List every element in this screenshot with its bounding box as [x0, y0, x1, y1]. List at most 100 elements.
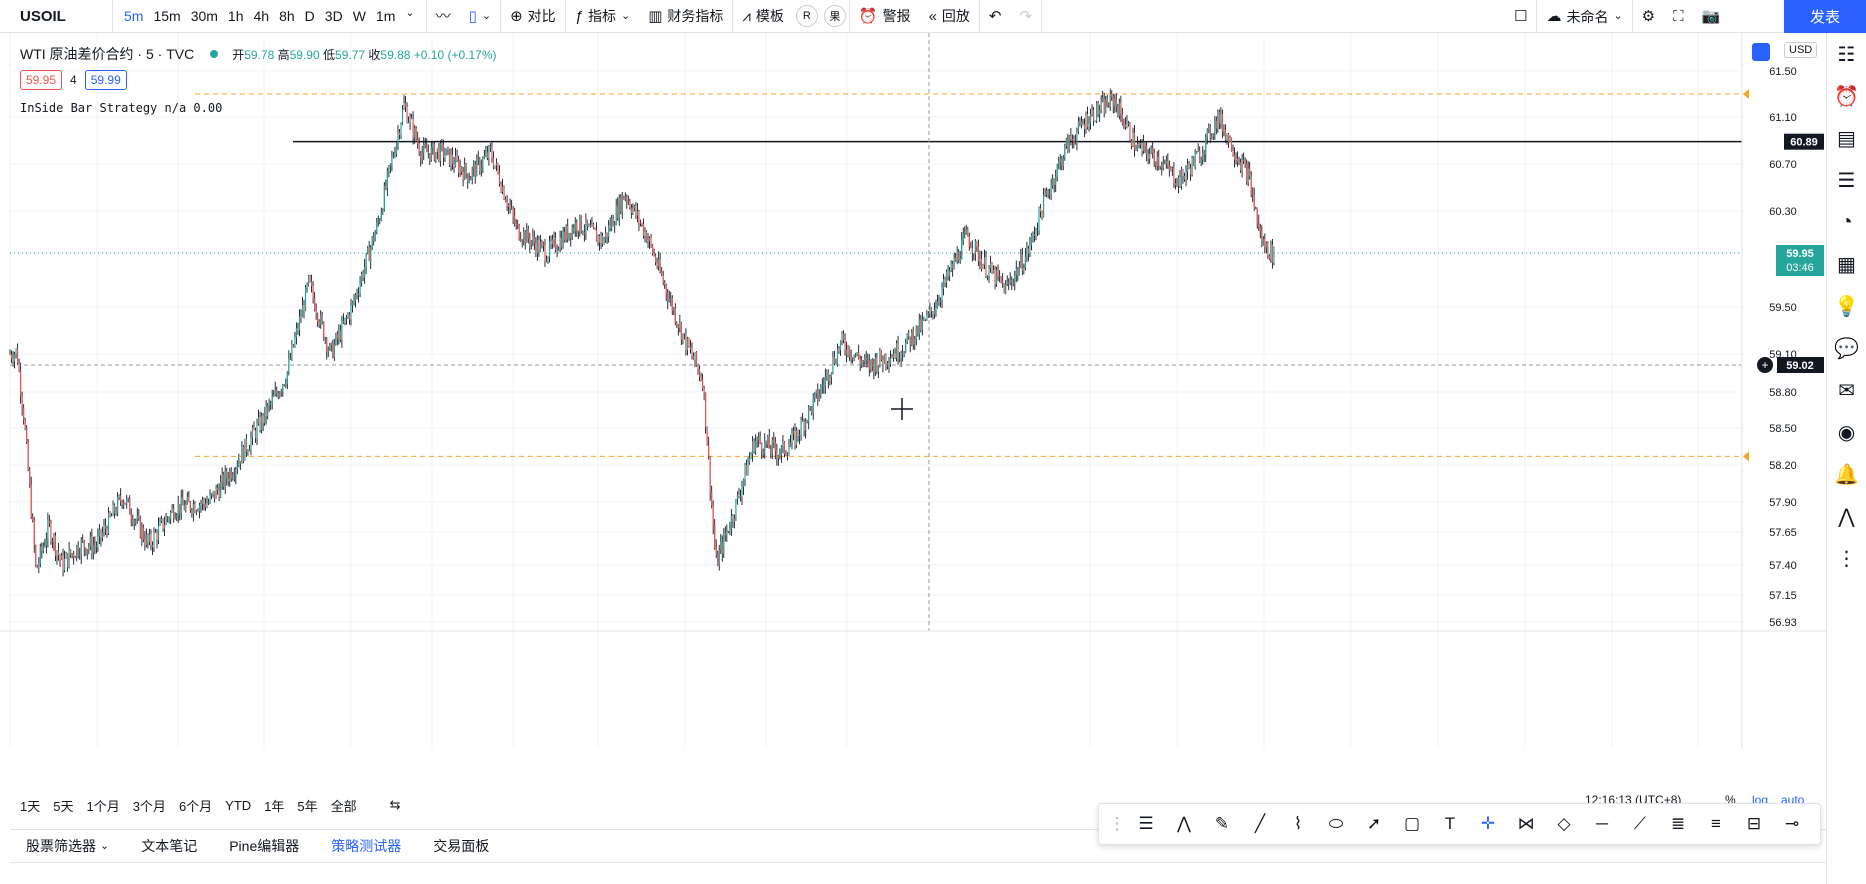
timeframe-1m[interactable]: 1m — [375, 8, 396, 24]
horizontal-line-tool-icon[interactable]: ─ — [1595, 814, 1609, 833]
add-alert-icon[interactable] — [1757, 357, 1773, 373]
guo-button[interactable]: 果 — [823, 5, 846, 27]
range-1d[interactable]: 1天 — [20, 798, 41, 814]
study-label[interactable]: InSide Bar Strategy n/a 0.00 — [20, 101, 223, 115]
timeframe-30m[interactable]: 30m — [190, 8, 218, 24]
candle-body — [39, 546, 41, 564]
streams-icon[interactable]: ◉ — [1837, 421, 1856, 444]
range-5d[interactable]: 5天 — [53, 798, 74, 814]
candle-body — [923, 318, 925, 320]
r-button[interactable]: R — [795, 5, 818, 27]
rectangle-tool-icon[interactable]: ▢ — [1403, 814, 1421, 833]
candle-body — [680, 323, 682, 341]
candle-body — [598, 235, 601, 243]
candle-body — [789, 442, 792, 448]
candle-chart-button[interactable]: ▯ ⌄ — [460, 0, 500, 33]
range-1m[interactable]: 1个月 — [86, 798, 120, 814]
range-1y[interactable]: 1年 — [264, 798, 285, 814]
drag-handle-icon[interactable]: ⋮ — [1108, 814, 1126, 833]
timeframe-d[interactable]: D — [304, 8, 315, 24]
symbol-search[interactable]: USOIL — [20, 7, 66, 25]
candle-body — [494, 165, 496, 168]
snapshot-button[interactable]: 📷 — [1693, 0, 1730, 33]
candle-body — [521, 240, 523, 242]
timeframe-w[interactable]: W — [352, 8, 366, 24]
undo-button[interactable]: ↶ — [980, 0, 1011, 33]
range-all[interactable]: 全部 — [330, 798, 357, 814]
fullscreen-button[interactable]: ⛶ — [1664, 0, 1693, 33]
polygon-tool-icon[interactable]: ◇ — [1557, 814, 1571, 833]
goto-date-icon[interactable]: ⇆ — [389, 797, 401, 812]
ask-price[interactable]: 59.99 — [84, 70, 127, 90]
brush-tool-icon[interactable]: ✎ — [1214, 814, 1230, 833]
chart-sync-badge[interactable] — [1752, 43, 1770, 61]
alarm-icon[interactable]: ⏰ — [1834, 85, 1859, 108]
tab-stock-screener[interactable]: 股票筛选器 ⌄ — [10, 829, 125, 863]
ellipse-tool-icon[interactable]: ⬭ — [1328, 814, 1344, 833]
range-ytd[interactable]: YTD — [225, 797, 252, 813]
timeframe-3d[interactable]: 3D — [324, 8, 343, 24]
trend-line-tool-icon[interactable]: ╱ — [1254, 814, 1266, 833]
chevron-down-icon[interactable]: ⌄ — [405, 7, 415, 19]
timeframe-5m[interactable]: 5m — [124, 8, 144, 24]
elliott-wave-tool-icon[interactable]: ⌇ — [1293, 814, 1303, 833]
candle-body — [1115, 99, 1117, 107]
replay-button[interactable]: «回放 — [920, 0, 979, 33]
calendar-icon[interactable]: ◔ — [1840, 210, 1853, 233]
crosshair-tool-icon[interactable]: ✛ — [1480, 814, 1496, 833]
order-panel-icon[interactable]: ⋀ — [1838, 505, 1855, 528]
candle-body — [1059, 158, 1061, 162]
price-tick-label: 58.80 — [1769, 387, 1797, 399]
news-icon[interactable]: ▤ — [1837, 127, 1856, 150]
redo-button[interactable]: ↷ — [1010, 0, 1041, 33]
fullscreen-layout-button[interactable]: ☐ — [1505, 0, 1536, 33]
candle-body — [989, 263, 992, 269]
pattern-tool-icon[interactable]: ⋈ — [1517, 814, 1535, 833]
financials-button[interactable]: ▥ 财务指标 — [639, 0, 732, 33]
alert-button[interactable]: ⏰ 警报 — [850, 0, 920, 33]
publish-button[interactable]: 发表 — [1784, 0, 1866, 33]
templates-button[interactable]: ⩘ 模板 — [733, 0, 792, 33]
candlestick-series[interactable] — [9, 88, 1275, 577]
tab-pine-editor[interactable]: Pine编辑器 — [229, 838, 300, 854]
currency-label[interactable]: USD — [1784, 42, 1818, 58]
timeframe-1h[interactable]: 1h — [227, 8, 244, 24]
percent-toggle[interactable]: % — [1725, 793, 1736, 807]
timeframe-15m[interactable]: 15m — [153, 8, 181, 24]
line-chart-button[interactable]: 〰 — [427, 0, 460, 33]
ideas-icon[interactable]: 💡 — [1834, 295, 1859, 318]
settings-button[interactable]: ⚙ — [1633, 0, 1664, 33]
candle-body — [570, 233, 572, 239]
range-3m[interactable]: 3个月 — [132, 798, 166, 814]
fib-tool-icon[interactable]: ≣ — [1670, 814, 1686, 833]
ray-tool-icon[interactable]: ⟋ — [1634, 814, 1646, 833]
timeframe-8h[interactable]: 8h — [279, 8, 295, 24]
hotlist-icon[interactable]: ▦ — [1837, 253, 1856, 276]
tab-text-notes[interactable]: 文本笔记 — [141, 838, 198, 854]
range-5y[interactable]: 5年 — [297, 798, 318, 814]
long-position-tool-icon[interactable]: ⊟ — [1746, 814, 1762, 833]
layout-name-button[interactable]: ☁ 未命名 ⌄ — [1537, 0, 1631, 33]
xabcd-pattern-tool-icon[interactable]: ⋀ — [1177, 814, 1191, 833]
measure-tool-icon[interactable]: ⊸ — [1784, 814, 1800, 833]
tab-trading-panel[interactable]: 交易面板 — [433, 838, 490, 854]
pitchfork-tool-icon[interactable]: ≡ — [1711, 814, 1721, 833]
range-6m[interactable]: 6个月 — [178, 798, 213, 814]
tab-strategy-tester[interactable]: 策略测试器 — [331, 838, 402, 854]
more-icon[interactable]: ⋮ — [1836, 547, 1857, 570]
symbol-title[interactable]: WTI 原油差价合约 · 5 · TVC — [20, 46, 195, 62]
price-chart[interactable]: 61.5061.1060.7060.3059.5059.1058.8058.50… — [0, 33, 1826, 755]
bid-price[interactable]: 59.95 — [20, 70, 63, 90]
messages-icon[interactable]: ✉ — [1838, 379, 1855, 402]
indicators-button[interactable]: ƒ 指标 ⌄ — [566, 0, 640, 33]
candle-body — [176, 515, 178, 518]
text-tool-icon[interactable]: T — [1444, 814, 1456, 833]
notifications-icon[interactable]: 🔔 — [1834, 463, 1859, 486]
timeframe-4h[interactable]: 4h — [253, 8, 270, 24]
horizontal-ray-tool-icon[interactable]: ☰ — [1138, 814, 1154, 833]
data-window-icon[interactable]: ☰ — [1837, 169, 1856, 192]
compare-button[interactable]: ⊕ 对比 — [501, 0, 565, 33]
arrow-tool-icon[interactable]: ➚ — [1366, 814, 1382, 833]
watchlist-icon[interactable]: ☷ — [1837, 43, 1856, 66]
chat-icon[interactable]: 💬 — [1834, 337, 1859, 360]
